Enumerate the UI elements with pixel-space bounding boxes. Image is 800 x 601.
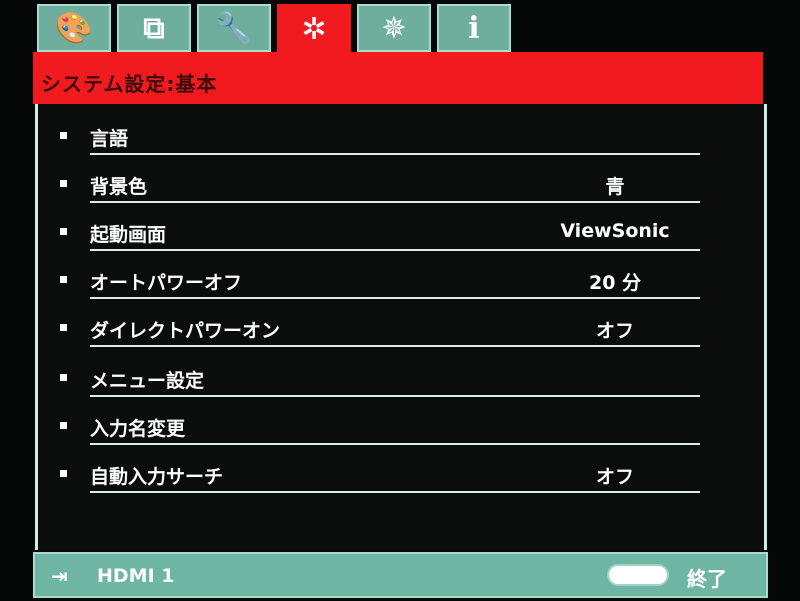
gear-plus-icon: ✵ [381, 10, 407, 46]
display-icon: ⧉ [143, 10, 165, 46]
bullet-icon [60, 324, 67, 331]
menu-item-label: ダイレクトパワーオン [90, 320, 281, 342]
menu-item[interactable]: 背景色 青 [60, 166, 700, 212]
bullet-icon [60, 180, 67, 187]
tab-setup[interactable]: 🔧 [197, 4, 271, 52]
wrench-icon: 🔧 [215, 10, 253, 46]
bullet-icon [60, 132, 67, 139]
menu-item-value: 20 分 [588, 272, 642, 294]
menu-item-value: オフ [595, 320, 634, 342]
tab-system-advanced[interactable]: ✵ [357, 4, 431, 52]
gear-icon: ✲ [301, 11, 327, 47]
menu-panel [35, 104, 767, 550]
menu-button-icon[interactable] [607, 564, 669, 586]
menu-item[interactable]: 入力名変更 [60, 408, 700, 454]
menu-item[interactable]: 言語 [60, 118, 700, 164]
menu-item[interactable]: オートパワーオフ 20 分 [60, 262, 700, 308]
info-icon: i [468, 10, 480, 46]
bullet-icon [60, 228, 67, 235]
menu-item-label: 起動画面 [90, 224, 167, 246]
footer-bar: ⇥ HDMI 1 終了 [33, 552, 768, 598]
divider [90, 297, 700, 299]
input-source-label: HDMI 1 [97, 565, 175, 587]
menu-header: システム設定:基本 [33, 52, 763, 104]
divider [90, 491, 700, 493]
menu-item-label: 背景色 [90, 176, 148, 198]
menu-item-label: 入力名変更 [90, 418, 186, 440]
menu-item[interactable]: メニュー設定 [60, 360, 700, 406]
menu-item-label: 自動入力サーチ [90, 466, 224, 488]
input-source-icon: ⇥ [51, 564, 68, 588]
exit-label[interactable]: 終了 [687, 567, 727, 591]
bullet-icon [60, 470, 67, 477]
menu-item-value: ViewSonic [560, 220, 670, 242]
palette-icon: 🎨 [55, 10, 93, 46]
bullet-icon [60, 276, 67, 283]
divider [90, 201, 700, 203]
tab-information[interactable]: i [437, 4, 511, 52]
divider [90, 153, 700, 155]
divider [90, 249, 700, 251]
tab-picture[interactable]: 🎨 [37, 4, 111, 52]
page-title: システム設定:基本 [41, 72, 218, 96]
bullet-icon [60, 374, 67, 381]
bullet-icon [60, 422, 67, 429]
menu-item[interactable]: 起動画面 ViewSonic [60, 214, 700, 260]
menu-item-label: オートパワーオフ [90, 272, 243, 294]
menu-item[interactable]: ダイレクトパワーオン オフ [60, 310, 700, 356]
divider [90, 345, 700, 347]
menu-item[interactable]: 自動入力サーチ オフ [60, 456, 700, 502]
menu-item-label: 言語 [90, 128, 129, 150]
menu-item-value: 青 [605, 176, 625, 198]
tab-system-basic[interactable]: ✲ [277, 4, 351, 54]
divider [90, 395, 700, 397]
divider [90, 443, 700, 445]
tab-display[interactable]: ⧉ [117, 4, 191, 52]
menu-item-label: メニュー設定 [90, 370, 205, 392]
menu-item-value: オフ [595, 466, 634, 488]
